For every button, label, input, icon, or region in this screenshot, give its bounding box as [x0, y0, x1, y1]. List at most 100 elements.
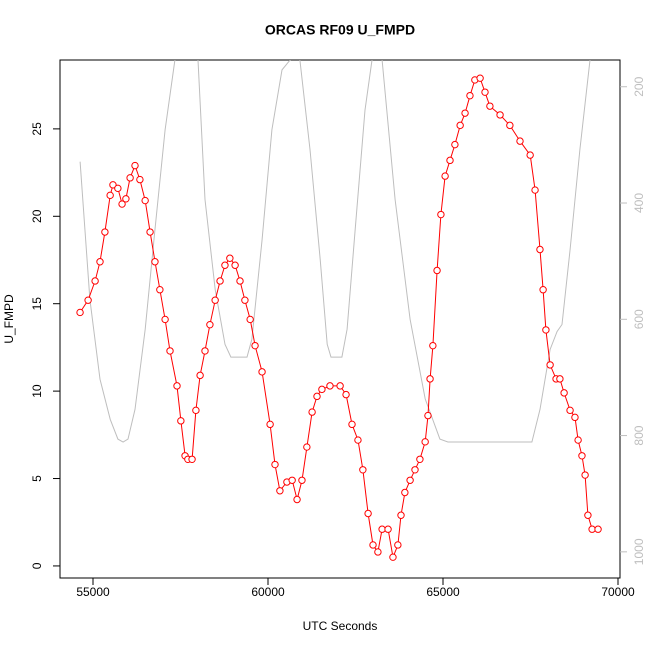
data-point	[241, 296, 249, 304]
data-point	[486, 102, 494, 110]
data-point	[426, 375, 434, 383]
data-point	[394, 541, 402, 549]
data-point	[318, 385, 326, 394]
data-point	[516, 137, 524, 145]
data-point	[326, 382, 334, 390]
data-point	[76, 308, 84, 317]
data-point	[96, 258, 104, 266]
y-tick-label: 0	[30, 562, 44, 569]
data-point	[539, 286, 547, 294]
data-point	[441, 172, 449, 180]
plot-area	[76, 60, 602, 561]
data-point	[196, 371, 204, 380]
data-point	[101, 228, 109, 236]
data-point	[303, 443, 311, 451]
data-point	[359, 466, 367, 474]
x-tick-label: 70000	[601, 585, 635, 599]
y2-tick-label: 1000	[632, 538, 646, 565]
y2-tick-label: 200	[632, 76, 646, 96]
data-point	[466, 91, 474, 100]
data-point	[188, 455, 196, 463]
data-point	[574, 436, 582, 444]
data-point	[258, 368, 266, 376]
data-point	[406, 476, 414, 484]
data-point	[126, 174, 134, 182]
data-point	[146, 228, 154, 236]
data-point	[421, 438, 429, 446]
data-point	[226, 254, 234, 262]
y-tick-label: 20	[30, 209, 44, 223]
y-axis-label: U_FMPD	[2, 294, 16, 344]
data-point	[266, 420, 274, 429]
data-point	[536, 245, 544, 254]
data-point	[437, 210, 445, 219]
y-tick-label: 15	[30, 297, 44, 311]
data-point	[109, 181, 117, 189]
data-point	[416, 455, 424, 463]
data-point	[161, 315, 169, 324]
data-point	[201, 347, 209, 355]
data-point	[546, 361, 554, 369]
data-point	[166, 347, 174, 355]
data-point	[424, 411, 432, 420]
data-point	[131, 161, 139, 170]
data-point	[594, 525, 602, 533]
y2-tick-label: 600	[632, 309, 646, 329]
data-point	[231, 261, 239, 269]
data-point	[271, 460, 279, 469]
data-point	[122, 195, 130, 203]
data-point	[177, 417, 185, 425]
data-point	[354, 436, 362, 444]
data-point	[236, 277, 244, 285]
data-point	[288, 476, 296, 484]
data-point	[433, 266, 441, 275]
data-point	[251, 341, 259, 350]
data-point	[136, 175, 144, 184]
data-point	[560, 389, 568, 397]
data-point	[313, 392, 321, 401]
x-tick-label: 55000	[76, 585, 110, 599]
data-point	[141, 196, 149, 205]
x-tick-label: 60000	[251, 585, 285, 599]
data-point	[369, 541, 377, 549]
data-point	[476, 74, 484, 82]
data-point	[221, 261, 229, 269]
chart-title: ORCAS RF09 U_FMPD	[265, 22, 415, 38]
data-point	[456, 121, 464, 130]
data-point	[84, 296, 92, 304]
data-point	[293, 495, 301, 504]
x-tick-label: 65000	[426, 585, 460, 599]
data-point	[566, 406, 574, 415]
data-point	[397, 511, 405, 519]
data-point	[211, 296, 219, 304]
data-point	[526, 151, 534, 159]
data-point	[118, 200, 126, 208]
data-point	[348, 420, 356, 429]
y-tick-label: 5	[30, 475, 44, 482]
series-line	[79, 77, 599, 560]
y-tick-label: 25	[30, 122, 44, 136]
data-point	[91, 277, 99, 285]
data-point	[401, 488, 409, 497]
data-point	[114, 184, 122, 193]
data-point	[556, 375, 564, 383]
data-point	[206, 320, 214, 329]
data-point	[308, 408, 316, 416]
data-point	[378, 525, 386, 533]
data-point	[584, 511, 592, 519]
data-point	[151, 258, 159, 266]
data-point	[173, 382, 181, 390]
data-point	[364, 509, 372, 518]
data-point	[506, 121, 514, 130]
x-axis-label: UTC Seconds	[303, 619, 378, 633]
data-point	[374, 548, 382, 556]
data-point	[276, 487, 284, 495]
plot-frame	[59, 59, 621, 579]
series-line	[79, 60, 591, 443]
data-point	[461, 109, 469, 117]
data-point	[451, 140, 459, 149]
y2-tick-label: 800	[632, 425, 646, 445]
data-point	[342, 390, 350, 399]
data-point	[384, 525, 392, 533]
